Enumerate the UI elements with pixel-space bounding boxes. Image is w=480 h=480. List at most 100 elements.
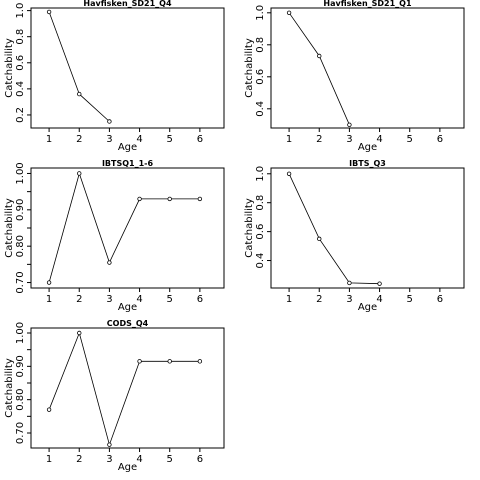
data-point: [137, 359, 142, 364]
y-axis-label: Catchability: [4, 358, 15, 418]
x-tick-label: 1: [46, 454, 52, 465]
data-point: [347, 122, 352, 127]
x-tick-label: 6: [197, 454, 203, 465]
y-tick-label: 0.6: [15, 55, 26, 71]
x-tick-label: 3: [106, 454, 112, 465]
y-axis-label: Catchability: [244, 38, 255, 98]
data-point: [77, 330, 82, 336]
y-tick-label: 1.00: [15, 322, 26, 344]
data-point: [317, 236, 322, 242]
y-tick-label: 0.8: [255, 37, 266, 53]
y-tick-label: 0.90: [15, 199, 26, 221]
x-tick-label: 3: [106, 134, 112, 145]
plot-title: CODS_Q4: [107, 319, 149, 328]
data-point: [347, 280, 352, 286]
y-tick-label: 0.4: [255, 101, 266, 117]
plot-panel: Havfisken_SD21_Q4 1 2 3 4 5 6 Age 0.2 0.4 0.6 0.8 1.…: [4, 0, 225, 153]
plot-frame: [30, 327, 225, 449]
y-tick-label: 0.4: [255, 253, 266, 269]
x-axis-label: Age: [118, 142, 137, 153]
series-line: [48, 331, 200, 447]
x-tick-label: 1: [286, 294, 292, 305]
plot-frame: [30, 167, 225, 289]
series-line: [288, 12, 350, 125]
data-point: [77, 91, 82, 97]
x-tick-label: 3: [106, 294, 112, 305]
x-tick-label: 1: [46, 294, 52, 305]
data-point: [286, 10, 292, 15]
data-point: [317, 53, 322, 59]
x-tick-label: 2: [76, 134, 82, 145]
y-tick-label: 0.2: [15, 107, 26, 123]
x-tick-label: 5: [167, 134, 173, 145]
y-tick-label: 0.6: [255, 224, 266, 240]
data-point: [46, 9, 52, 15]
x-tick-label: 3: [346, 134, 352, 145]
y-tick-label: 0.80: [15, 389, 26, 411]
x-tick-label: 2: [76, 294, 82, 305]
plot-panel: IBTSQ1_1-6 1 2 3 4 5 6 Age 0.70 0.80 0.90 1.00 Catch…: [4, 159, 225, 313]
data-point: [286, 171, 292, 176]
x-tick-label: 4: [136, 454, 142, 465]
x-tick-label: 4: [376, 134, 382, 145]
x-axis-label: Age: [358, 302, 377, 313]
plot-panel: Havfisken_SD21_Q1 1 2 3 4 5 6 Age 0.4 0.6 0.8 1.0 Ca…: [244, 0, 465, 153]
x-tick-label: 6: [437, 134, 443, 145]
data-point: [197, 359, 203, 364]
x-tick-label: 2: [316, 294, 322, 305]
x-tick-label: 2: [316, 134, 322, 145]
x-tick-label: 3: [346, 294, 352, 305]
y-tick-label: 0.8: [255, 195, 266, 211]
y-tick-label: 0.80: [15, 235, 26, 257]
data-point: [107, 119, 112, 124]
x-tick-label: 5: [167, 454, 173, 465]
data-point: [107, 442, 112, 447]
x-tick-label: 5: [167, 294, 173, 305]
x-tick-label: 4: [136, 134, 142, 145]
y-tick-label: 0.70: [15, 271, 26, 293]
x-tick-label: 4: [136, 294, 142, 305]
plot-title: IBTS_Q3: [349, 159, 386, 168]
series-line: [48, 172, 200, 283]
y-tick-label: 0.6: [255, 69, 266, 85]
x-tick-label: 6: [197, 294, 203, 305]
plot-frame: [270, 7, 465, 129]
y-tick-label: 0.4: [15, 81, 26, 97]
y-tick-label: 0.90: [15, 355, 26, 377]
y-axis-label: Catchability: [4, 198, 15, 258]
y-tick-label: 0.70: [15, 422, 26, 444]
x-tick-label: 1: [46, 134, 52, 145]
plot-frame: [30, 7, 225, 129]
x-axis-label: Age: [358, 142, 377, 153]
data-point: [377, 281, 382, 286]
plot-title: IBTSQ1_1-6: [102, 159, 154, 168]
data-point: [107, 260, 112, 265]
y-tick-label: 1.0: [255, 5, 266, 21]
x-tick-label: 5: [407, 294, 413, 305]
data-point: [137, 196, 142, 202]
x-tick-label: 5: [407, 134, 413, 145]
y-axis-label: Catchability: [244, 198, 255, 258]
y-tick-label: 1.00: [15, 162, 26, 184]
data-point: [197, 196, 203, 202]
plot-frame: [270, 167, 465, 289]
plot-title: Havfisken_SD21_Q1: [323, 0, 412, 8]
data-point: [46, 280, 52, 285]
data-point: [167, 359, 172, 364]
data-point: [46, 407, 52, 412]
plot-title: Havfisken_SD21_Q4: [83, 0, 172, 8]
data-point: [167, 196, 172, 202]
x-tick-label: 1: [286, 134, 292, 145]
x-tick-label: 4: [376, 294, 382, 305]
y-tick-label: 0.8: [15, 29, 26, 45]
x-tick-label: 6: [197, 134, 203, 145]
x-axis-label: Age: [118, 302, 137, 313]
data-point: [77, 171, 82, 176]
plot-panel: IBTS_Q3 1 2 3 4 5 6 Age 0.4 0.6 0.8 1.0 Catchability: [244, 159, 465, 313]
y-tick-label: 1.0: [15, 3, 26, 19]
series-line: [288, 173, 380, 285]
x-axis-label: Age: [118, 462, 137, 473]
y-axis-label: Catchability: [4, 38, 15, 98]
x-tick-label: 2: [76, 454, 82, 465]
